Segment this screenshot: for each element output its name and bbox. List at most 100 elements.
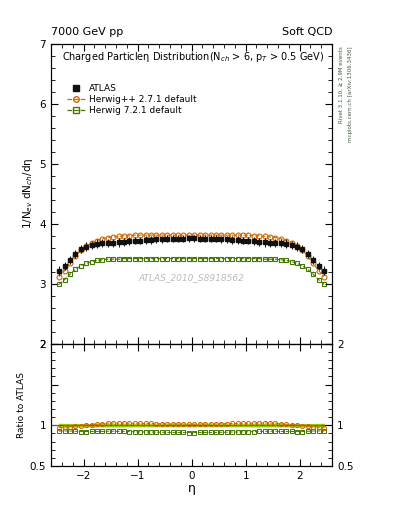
Y-axis label: 1/N$_{ev}$ dN$_{ch}$/dη: 1/N$_{ev}$ dN$_{ch}$/dη bbox=[22, 158, 35, 229]
Herwig 7.2.1 default bbox=[246, 255, 251, 262]
Herwig++ 2.7.1 default bbox=[295, 243, 299, 249]
Herwig++ 2.7.1 default bbox=[62, 268, 67, 274]
Herwig 7.2.1 default bbox=[257, 255, 261, 262]
Herwig 7.2.1 default bbox=[100, 257, 105, 263]
Herwig 7.2.1 default bbox=[289, 259, 294, 265]
Herwig 7.2.1 default bbox=[116, 256, 121, 262]
Herwig 7.2.1 default bbox=[241, 255, 245, 262]
Herwig++ 2.7.1 default bbox=[213, 232, 218, 238]
Herwig 7.2.1 default bbox=[149, 255, 153, 262]
Herwig++ 2.7.1 default bbox=[321, 273, 326, 280]
Herwig++ 2.7.1 default bbox=[95, 238, 99, 244]
Text: 7000 GeV pp: 7000 GeV pp bbox=[51, 27, 123, 37]
Text: Charged Particleη Distribution(N$_{ch}$ > 6, p$_T$ > 0.5 GeV): Charged Particleη Distribution(N$_{ch}$ … bbox=[62, 50, 325, 63]
Herwig 7.2.1 default bbox=[181, 255, 186, 262]
Herwig 7.2.1 default bbox=[203, 255, 208, 262]
X-axis label: η: η bbox=[187, 482, 196, 495]
Herwig 7.2.1 default bbox=[208, 255, 213, 262]
Herwig++ 2.7.1 default bbox=[246, 232, 251, 238]
Legend: ATLAS, Herwig++ 2.7.1 default, Herwig 7.2.1 default: ATLAS, Herwig++ 2.7.1 default, Herwig 7.… bbox=[64, 81, 200, 118]
Text: mcplots.cern.ch [arXiv:1306.3436]: mcplots.cern.ch [arXiv:1306.3436] bbox=[348, 46, 353, 142]
Herwig++ 2.7.1 default bbox=[316, 268, 321, 274]
Herwig++ 2.7.1 default bbox=[116, 233, 121, 240]
Herwig++ 2.7.1 default bbox=[224, 232, 229, 238]
Herwig++ 2.7.1 default bbox=[143, 232, 148, 238]
Herwig++ 2.7.1 default bbox=[165, 232, 170, 238]
Herwig++ 2.7.1 default bbox=[273, 234, 278, 241]
Herwig 7.2.1 default bbox=[213, 255, 218, 262]
Herwig 7.2.1 default bbox=[84, 260, 88, 266]
Herwig++ 2.7.1 default bbox=[79, 247, 83, 253]
Herwig++ 2.7.1 default bbox=[176, 232, 180, 238]
Herwig++ 2.7.1 default bbox=[289, 240, 294, 246]
Herwig++ 2.7.1 default bbox=[68, 260, 72, 266]
Herwig 7.2.1 default bbox=[273, 256, 278, 262]
Herwig 7.2.1 default bbox=[68, 271, 72, 278]
Herwig 7.2.1 default bbox=[192, 255, 196, 262]
Herwig 7.2.1 default bbox=[197, 255, 202, 262]
Herwig 7.2.1 default bbox=[89, 259, 94, 265]
Herwig++ 2.7.1 default bbox=[138, 232, 143, 238]
Herwig 7.2.1 default bbox=[57, 282, 62, 288]
Herwig++ 2.7.1 default bbox=[111, 234, 116, 240]
Herwig++ 2.7.1 default bbox=[100, 236, 105, 242]
Herwig 7.2.1 default bbox=[143, 255, 148, 262]
Herwig++ 2.7.1 default bbox=[203, 232, 208, 238]
Herwig++ 2.7.1 default bbox=[208, 232, 213, 238]
Herwig++ 2.7.1 default bbox=[230, 232, 235, 238]
Herwig 7.2.1 default bbox=[95, 258, 99, 264]
Herwig 7.2.1 default bbox=[300, 263, 305, 269]
Herwig 7.2.1 default bbox=[165, 255, 170, 262]
Herwig 7.2.1 default bbox=[127, 255, 132, 262]
Herwig++ 2.7.1 default bbox=[154, 232, 159, 238]
Text: ATLAS_2010_S8918562: ATLAS_2010_S8918562 bbox=[139, 273, 244, 282]
Herwig 7.2.1 default bbox=[321, 282, 326, 288]
Herwig 7.2.1 default bbox=[187, 255, 191, 262]
Herwig++ 2.7.1 default bbox=[235, 232, 240, 238]
Herwig 7.2.1 default bbox=[138, 255, 143, 262]
Herwig++ 2.7.1 default bbox=[122, 232, 127, 239]
Herwig++ 2.7.1 default bbox=[305, 253, 310, 259]
Herwig 7.2.1 default bbox=[316, 276, 321, 283]
Herwig++ 2.7.1 default bbox=[160, 232, 164, 238]
Text: Soft QCD: Soft QCD bbox=[282, 27, 332, 37]
Herwig++ 2.7.1 default bbox=[257, 232, 261, 239]
Herwig++ 2.7.1 default bbox=[278, 236, 283, 242]
Herwig++ 2.7.1 default bbox=[89, 240, 94, 246]
Herwig 7.2.1 default bbox=[230, 255, 235, 262]
Herwig++ 2.7.1 default bbox=[268, 234, 272, 240]
Herwig 7.2.1 default bbox=[219, 255, 224, 262]
Herwig 7.2.1 default bbox=[105, 256, 110, 262]
Herwig 7.2.1 default bbox=[311, 271, 316, 278]
Herwig++ 2.7.1 default bbox=[192, 232, 196, 238]
Herwig++ 2.7.1 default bbox=[73, 253, 78, 259]
Herwig 7.2.1 default bbox=[122, 255, 127, 262]
Herwig 7.2.1 default bbox=[73, 266, 78, 272]
Herwig++ 2.7.1 default bbox=[149, 232, 153, 238]
Herwig 7.2.1 default bbox=[170, 255, 175, 262]
Herwig++ 2.7.1 default bbox=[197, 232, 202, 238]
Herwig++ 2.7.1 default bbox=[127, 232, 132, 239]
Herwig++ 2.7.1 default bbox=[252, 232, 256, 239]
Herwig 7.2.1 default bbox=[132, 255, 137, 262]
Herwig 7.2.1 default bbox=[278, 257, 283, 263]
Herwig++ 2.7.1 default bbox=[300, 247, 305, 253]
Herwig 7.2.1 default bbox=[305, 266, 310, 272]
Y-axis label: Ratio to ATLAS: Ratio to ATLAS bbox=[17, 372, 26, 438]
Herwig 7.2.1 default bbox=[62, 276, 67, 283]
Herwig++ 2.7.1 default bbox=[105, 234, 110, 241]
Herwig 7.2.1 default bbox=[224, 255, 229, 262]
Herwig 7.2.1 default bbox=[268, 256, 272, 262]
Herwig++ 2.7.1 default bbox=[170, 232, 175, 238]
Herwig++ 2.7.1 default bbox=[132, 232, 137, 238]
Herwig++ 2.7.1 default bbox=[187, 232, 191, 238]
Line: Herwig++ 2.7.1 default: Herwig++ 2.7.1 default bbox=[59, 235, 324, 276]
Herwig 7.2.1 default bbox=[284, 258, 288, 264]
Herwig++ 2.7.1 default bbox=[57, 273, 62, 280]
Herwig 7.2.1 default bbox=[154, 255, 159, 262]
Herwig++ 2.7.1 default bbox=[181, 232, 186, 238]
Herwig++ 2.7.1 default bbox=[219, 232, 224, 238]
Herwig 7.2.1 default bbox=[176, 255, 180, 262]
Line: Herwig 7.2.1 default: Herwig 7.2.1 default bbox=[59, 259, 324, 285]
Herwig++ 2.7.1 default bbox=[284, 238, 288, 244]
